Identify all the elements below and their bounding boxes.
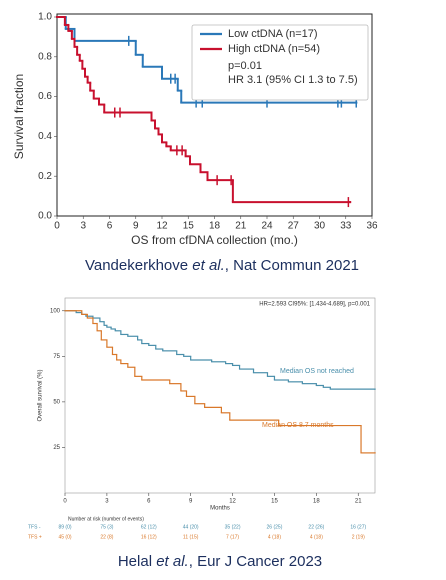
caption-part: et al.: [156, 553, 189, 570]
y-tick-label: 0.8: [38, 51, 52, 62]
y-tick-label: 25: [53, 445, 60, 451]
x-tick-label: 9: [133, 221, 139, 232]
risk-count: 89 (0): [58, 524, 71, 530]
y-tick-label: 0.6: [38, 91, 52, 102]
legend-annotation: HR 3.1 (95% CI 1.3 to 7.5): [228, 74, 358, 86]
caption: Helal et al., Eur J Cancer 2023: [118, 553, 322, 570]
risk-count: 62 (12): [141, 524, 157, 530]
legend-label: High ctDNA (n=54): [228, 43, 320, 55]
annotation: Median OS not reached: [280, 368, 354, 375]
risk-count: 16 (27): [350, 524, 366, 530]
y-tick-label: 1.0: [38, 12, 52, 23]
y-tick-label: 75: [53, 354, 60, 360]
x-tick-label: 6: [147, 499, 151, 505]
caption-part: Vandekerkhove: [85, 257, 192, 274]
x-axis-label: Months: [210, 506, 230, 512]
legend-box: [191, 24, 369, 101]
x-tick-label: 0: [54, 221, 60, 232]
caption-part: Helal: [118, 553, 156, 570]
x-tick-label: 18: [209, 221, 221, 232]
risk-count: 11 (15): [183, 534, 199, 540]
y-axis-label: Overall survival (%): [38, 369, 44, 421]
x-tick-label: 15: [271, 499, 278, 505]
chart-title: HR=2.593 CI95%: [1.434-4.689], p=0.001: [259, 302, 370, 308]
y-tick-label: 100: [50, 308, 61, 314]
risk-group-name: TFS -: [28, 524, 41, 530]
x-tick-label: 18: [313, 499, 320, 505]
risk-count: 75 (3): [100, 524, 113, 530]
x-tick-label: 12: [229, 499, 236, 505]
risk-count: 2 (19): [352, 534, 365, 540]
x-tick-label: 30: [314, 221, 326, 232]
x-tick-label: 6: [107, 221, 113, 232]
x-tick-label: 9: [189, 499, 193, 505]
x-tick-label: 21: [355, 499, 362, 505]
y-tick-label: 0.2: [38, 171, 52, 182]
caption-part: , Eur J Cancer 2023: [189, 553, 322, 570]
y-tick-label: 50: [53, 399, 60, 405]
risk-count: 16 (12): [141, 534, 157, 540]
plot-frame: [64, 297, 376, 494]
legend-annotation: p=0.01: [228, 60, 262, 72]
y-tick-label: 0.0: [38, 211, 52, 222]
x-tick-label: 27: [288, 221, 300, 232]
caption-part: , Nat Commun 2021: [225, 257, 359, 274]
x-tick-label: 3: [105, 499, 109, 505]
risk-count: 4 (18): [268, 534, 281, 540]
risk-table-title: Number at risk (number of events): [68, 516, 144, 522]
y-axis-label: Survival fraction: [12, 74, 26, 159]
annotation: Median OS 8.7 months: [262, 422, 334, 429]
y-tick-label: 0.4: [38, 131, 52, 142]
x-tick-label: 15: [183, 221, 195, 232]
x-tick-label: 0: [63, 499, 67, 505]
legend-label: Low ctDNA (n=17): [228, 28, 318, 40]
x-tick-label: 33: [340, 221, 352, 232]
risk-group-name: TFS +: [28, 534, 42, 540]
x-tick-label: 21: [235, 221, 247, 232]
risk-count: 22 (8): [100, 534, 113, 540]
x-tick-label: 36: [366, 221, 378, 232]
x-tick-label: 12: [156, 221, 168, 232]
caption: Vandekerkhove et al., Nat Commun 2021: [85, 257, 359, 274]
risk-count: 44 (20): [183, 524, 199, 530]
caption-part: et al.: [192, 257, 225, 274]
risk-count: 7 (17): [226, 534, 239, 540]
risk-count: 26 (25): [267, 524, 283, 530]
risk-count: 22 (26): [308, 524, 324, 530]
risk-count: 35 (22): [225, 524, 241, 530]
risk-count: 45 (0): [58, 534, 71, 540]
x-tick-label: 3: [80, 221, 86, 232]
x-tick-label: 24: [261, 221, 273, 232]
x-axis-label: OS from cfDNA collection (mo.): [131, 233, 298, 247]
risk-count: 4 (18): [310, 534, 323, 540]
